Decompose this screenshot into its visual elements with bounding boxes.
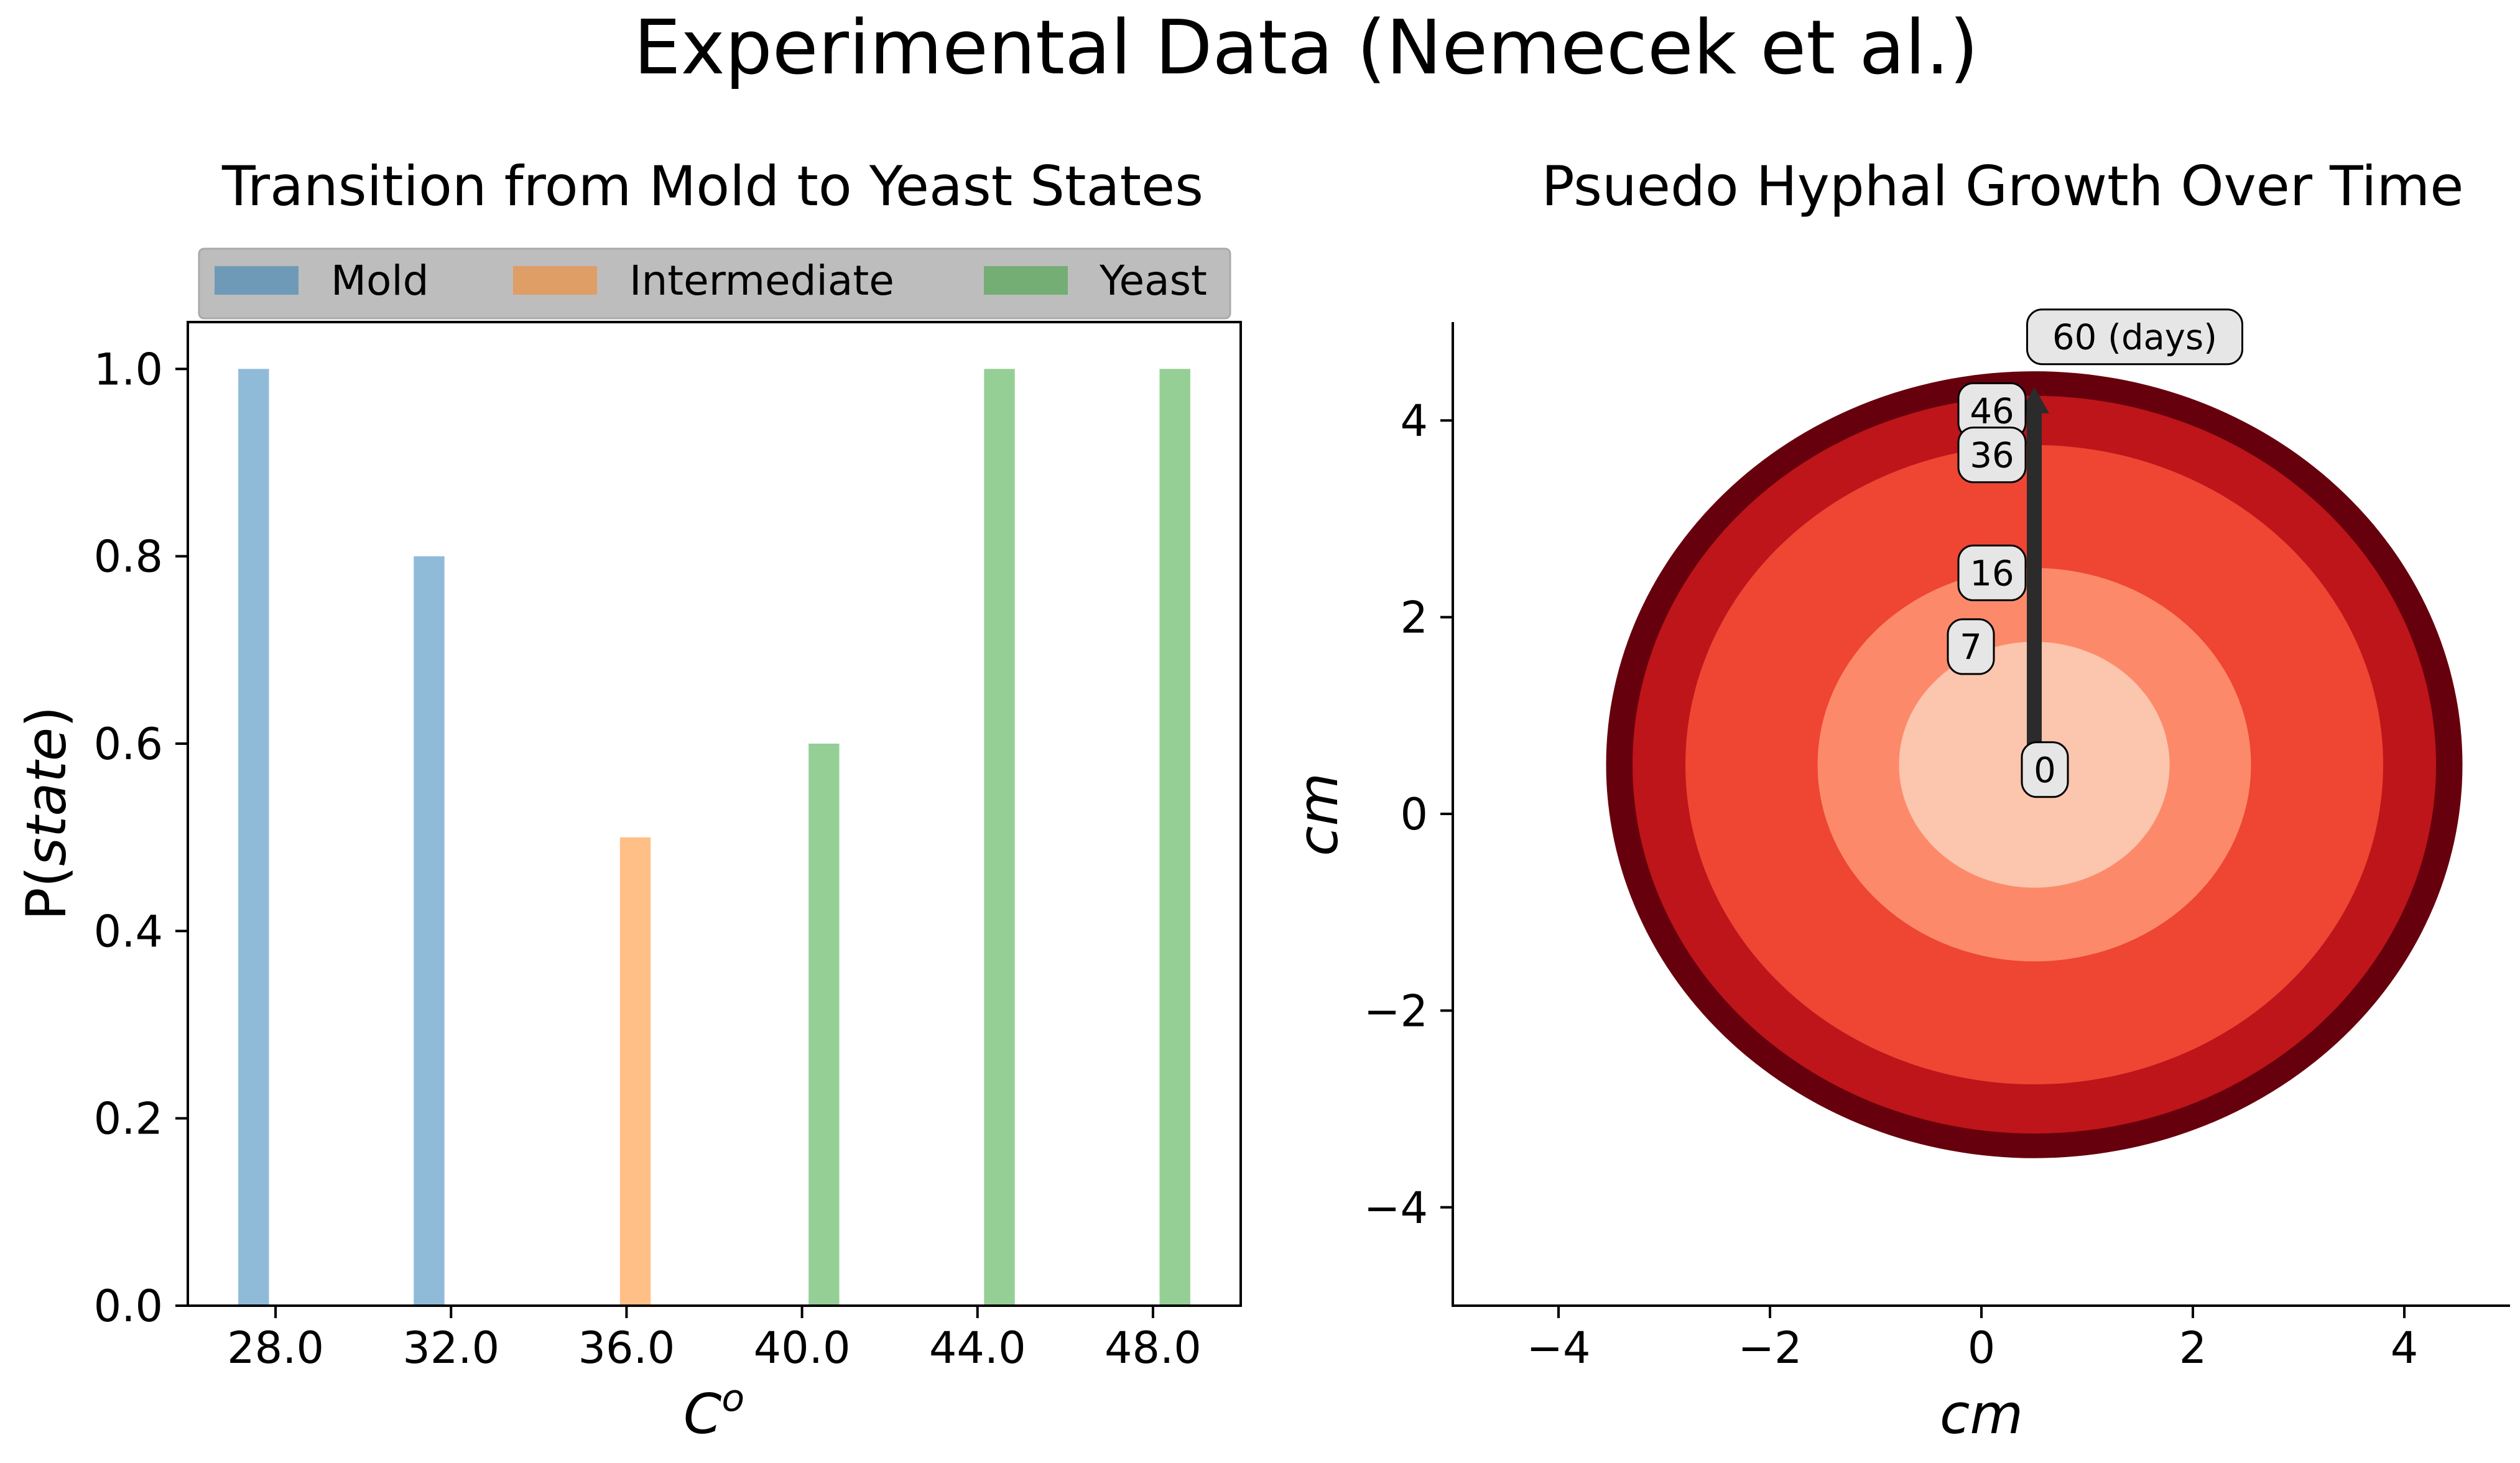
figure-title: Experimental Data (Nemecek et al.) (634, 5, 1978, 91)
x-tick-label: 28.0 (227, 1322, 324, 1373)
growth-y-axis-label: cm (1286, 773, 1350, 856)
legend-swatch-yeast (984, 266, 1068, 295)
y-tick-label: −2 (1364, 985, 1428, 1036)
x-tick-label: 36.0 (578, 1322, 675, 1373)
bar-chart-x-axis-label: Co (683, 1377, 744, 1446)
legend-box (198, 247, 1231, 320)
annotation-label: 36 (1970, 436, 2014, 476)
x-tick-label: 44.0 (929, 1322, 1026, 1373)
legend-label-yeast: Yeast (1099, 257, 1207, 305)
growth-x-ticks: −4 −2 0 2 4 (1526, 1306, 2418, 1373)
bar-chart-bars (238, 369, 1190, 1306)
x-tick-label: −4 (1526, 1322, 1590, 1373)
x-tick-label: 4 (2391, 1322, 2419, 1373)
growth-chart-panel: Psuedo Hyphal Growth Over Time 60 (days)… (1286, 154, 2510, 1446)
bar-chart-axes-frame (187, 321, 1242, 1307)
y-tick-label: −4 (1364, 1183, 1428, 1234)
y-tick-label: 0.2 (94, 1094, 163, 1145)
x-tick-label: 48.0 (1105, 1322, 1202, 1373)
bar-chart-y-ticks: 0.0 0.2 0.4 0.6 0.8 1.0 (94, 344, 188, 1332)
y-tick-label: 0.0 (94, 1281, 163, 1332)
y-tick-label: 0.8 (94, 532, 163, 583)
x-tick-label: 32.0 (402, 1322, 499, 1373)
bar-mold-0 (238, 369, 269, 1306)
y-tick-label: 4 (1400, 395, 1428, 446)
annotation-box (1957, 544, 2027, 601)
annotation-box (1957, 427, 2027, 484)
y-tick-label: 0.4 (94, 906, 163, 957)
bar-chart-title: Transition from Mold to Yeast States (221, 154, 1203, 218)
bar-intermediate-0 (619, 837, 651, 1306)
y-tick-label: 0.6 (94, 719, 163, 770)
bar-chart-x-ticks: 28.0 32.0 36.0 40.0 44.0 48.0 (227, 1306, 1202, 1373)
growth-arrow (2019, 387, 2049, 763)
annotation-box (2026, 308, 2243, 366)
growth-x-axis-label: cm (1940, 1382, 2023, 1446)
annotation-label: 60 (days) (2052, 318, 2217, 358)
x-tick-label: 0 (1968, 1322, 1996, 1373)
legend: Mold Intermediate Yeast (198, 247, 1231, 320)
annotation-label: 16 (1970, 553, 2014, 594)
bar-mold-1 (414, 556, 445, 1306)
bar-yeast-1 (984, 369, 1015, 1306)
bar-chart-panel: Transition from Mold to Yeast States 28.… (14, 154, 1242, 1446)
annotation-label: 46 (1970, 391, 2014, 432)
bar-yeast-0 (808, 744, 840, 1306)
x-tick-label: 2 (2179, 1322, 2207, 1373)
annotation-box (2021, 741, 2069, 798)
bar-chart-y-axis-label: P(state) (14, 706, 78, 921)
annotation-label: 0 (2034, 750, 2056, 791)
growth-arrow-head (2019, 387, 2049, 413)
annotation-label: 7 (1960, 627, 1982, 668)
legend-swatch-mold (215, 266, 299, 295)
x-tick-label: 40.0 (754, 1322, 851, 1373)
bar-yeast-2 (1159, 369, 1190, 1306)
legend-swatch-intermediate (513, 266, 597, 295)
y-tick-label: 2 (1400, 593, 1428, 644)
y-tick-label: 1.0 (94, 344, 163, 395)
growth-y-ticks: −4 −2 0 2 4 (1364, 395, 1453, 1234)
x-tick-label: −2 (1738, 1322, 1802, 1373)
y-tick-label: 0 (1400, 789, 1428, 840)
growth-chart-title: Psuedo Hyphal Growth Over Time (1542, 154, 2464, 218)
legend-label-mold: Mold (331, 257, 429, 305)
annotation-box (1947, 618, 1995, 675)
legend-label-intermediate: Intermediate (629, 257, 894, 305)
